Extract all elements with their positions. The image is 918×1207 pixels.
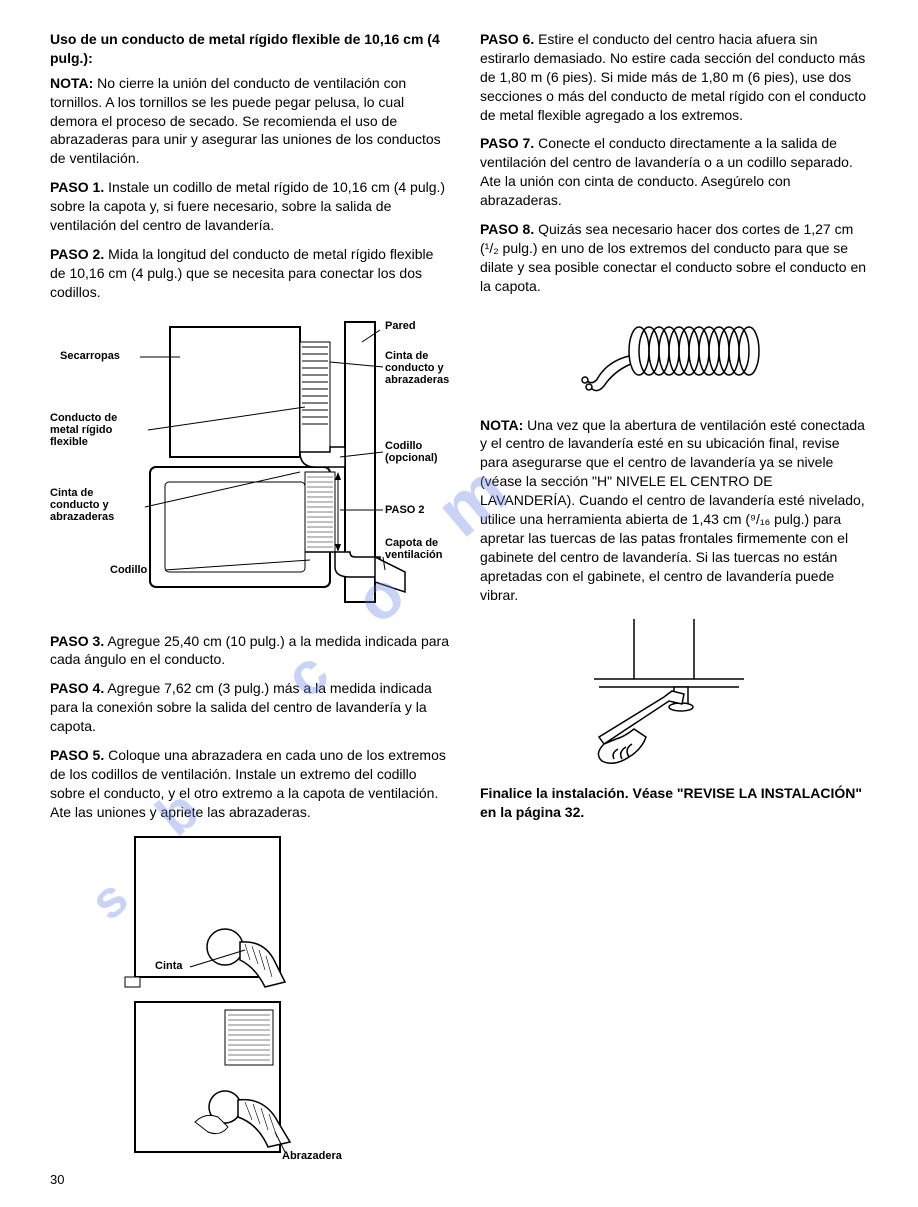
lbl-cinta1: Cinta de conducto y abrazaderas xyxy=(385,350,460,386)
step6-text: Estire el conducto del centro hacia afue… xyxy=(480,31,866,123)
step-5: PASO 5. Coloque una abrazadera en cada u… xyxy=(50,746,450,822)
lbl-conducto: Conducto de metal rígido flexible xyxy=(50,412,140,448)
lbl-secarropas: Secarropas xyxy=(60,350,120,362)
note2-label: NOTA: xyxy=(480,417,523,433)
step7-text: Conecte el conducto directamente a la sa… xyxy=(480,135,853,208)
step8-text: Quizás sea necesario hacer dos cortes de… xyxy=(480,221,866,294)
lbl-codillo: Codillo xyxy=(110,564,147,576)
lbl-codillo-opt: Codillo (opcional) xyxy=(385,440,455,464)
step6-label: PASO 6. xyxy=(480,31,534,47)
step3-label: PASO 3. xyxy=(50,633,104,649)
lbl-abrazadera: Abrazadera xyxy=(282,1150,342,1162)
note2-text: Una vez que la abertura de ventilación e… xyxy=(480,417,865,603)
right-column: PASO 6. Estire el conducto del centro ha… xyxy=(480,30,868,1162)
step2-text: Mida la longitud del conducto de metal r… xyxy=(50,246,433,300)
step-4: PASO 4. Agregue 7,62 cm (3 pulg.) más a … xyxy=(50,679,450,736)
step-6: PASO 6. Estire el conducto del centro ha… xyxy=(480,30,868,124)
step-3: PASO 3. Agregue 25,40 cm (10 pulg.) a la… xyxy=(50,632,450,670)
step4-label: PASO 4. xyxy=(50,680,104,696)
step3-text: Agregue 25,40 cm (10 pulg.) a la medida … xyxy=(50,633,449,668)
bottom-diagram-svg xyxy=(50,832,370,1162)
step7-label: PASO 7. xyxy=(480,135,534,151)
step-8: PASO 8. Quizás sea necesario hacer dos c… xyxy=(480,220,868,296)
step-7: PASO 7. Conecte el conducto directamente… xyxy=(480,134,868,210)
final-instruction: Finalice la instalación. Véase "REVISE L… xyxy=(480,784,868,822)
step8-label: PASO 8. xyxy=(480,221,534,237)
lbl-capota: Capota de ventilación xyxy=(385,537,460,561)
note-label: NOTA: xyxy=(50,75,93,91)
lbl-cinta: Cinta xyxy=(155,960,183,972)
note-text: No cierre la unión del conducto de venti… xyxy=(50,75,441,167)
page: m o c b s Uso de un conducto de metal rí… xyxy=(0,0,918,1207)
step1-label: PASO 1. xyxy=(50,179,104,195)
two-column-layout: Uso de un conducto de metal rígido flexi… xyxy=(50,30,868,1162)
lbl-cinta2: Cinta de conducto y abrazaderas xyxy=(50,487,140,523)
wrench-illustration xyxy=(480,614,868,764)
left-column: Uso de un conducto de metal rígido flexi… xyxy=(50,30,450,1162)
bottom-diagram-container: Cinta Abrazadera xyxy=(50,832,450,1162)
note-1: NOTA: No cierre la unión del conducto de… xyxy=(50,74,450,168)
step5-label: PASO 5. xyxy=(50,747,104,763)
step5-text: Coloque una abrazadera en cada uno de lo… xyxy=(50,747,446,820)
step2-label: PASO 2. xyxy=(50,246,104,262)
note-2: NOTA: Una vez que la abertura de ventila… xyxy=(480,416,868,605)
step-2: PASO 2. Mida la longitud del conducto de… xyxy=(50,245,450,302)
section-title: Uso de un conducto de metal rígido flexi… xyxy=(50,30,450,68)
lbl-pared: Pared xyxy=(385,320,416,332)
page-number: 30 xyxy=(50,1172,868,1187)
main-diagram-container: Secarropas Conducto de metal rígido flex… xyxy=(50,312,450,612)
lbl-paso2: PASO 2 xyxy=(385,504,425,516)
step1-text: Instale un codillo de metal rígido de 10… xyxy=(50,179,445,233)
step4-text: Agregue 7,62 cm (3 pulg.) más a la medid… xyxy=(50,680,432,734)
spring-illustration xyxy=(480,306,868,406)
step-1: PASO 1. Instale un codillo de metal rígi… xyxy=(50,178,450,235)
